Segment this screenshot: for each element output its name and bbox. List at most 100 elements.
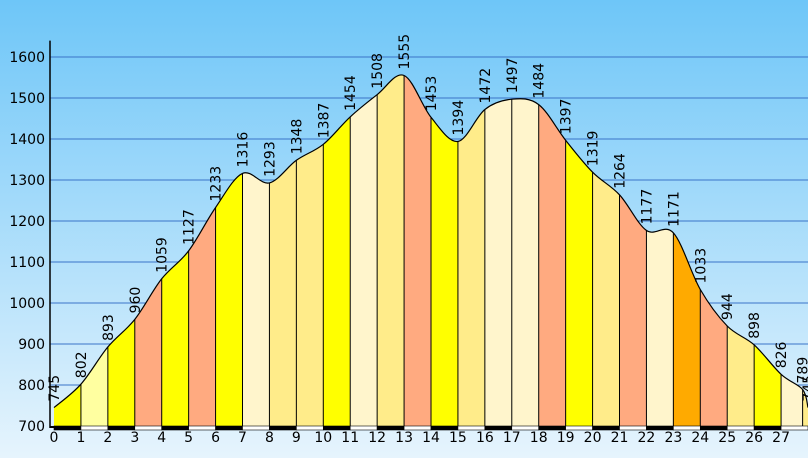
elevation-segment [619,194,647,426]
elevation-label: 745 [47,375,63,402]
elevation-segment [646,229,674,426]
elevation-segment [484,99,512,426]
x-tick-label: 11 [341,430,359,446]
elevation-segment [350,94,378,426]
elevation-segment [404,75,431,426]
elevation-segment [296,144,324,427]
elevation-label: 1233 [209,166,225,202]
x-tick-label: 6 [211,430,220,446]
y-tick-label: 700 [18,419,45,435]
elevation-segment [134,278,162,426]
y-tick-label: 800 [18,378,45,394]
elevation-segment [107,319,135,426]
x-tick-label: 7 [238,430,247,446]
elevation-label: 1177 [639,189,655,225]
elevation-label: 1059 [155,237,171,273]
x-tick-label: 24 [691,430,709,446]
x-tick-label: 4 [157,430,166,446]
x-tick-label: 8 [265,430,274,446]
elevation-label: 1033 [693,248,709,284]
elevation-segment [802,389,808,426]
elevation-label: 944 [720,293,736,320]
elevation-label: 1348 [289,119,305,155]
x-tick-label: 19 [557,430,575,446]
elevation-segment [323,116,351,427]
elevation-label: 745 [801,375,808,402]
elevation-label: 1171 [666,191,682,227]
elevation-segment [754,344,782,426]
elevation-label: 1316 [236,132,252,168]
x-tick-label: 13 [395,430,413,446]
elevation-segment [511,98,539,427]
elevation-segment [565,140,593,426]
elevation-label: 1484 [532,63,548,99]
x-tick-label: 15 [449,430,467,446]
elevation-label: 1319 [586,131,602,167]
segment-dividers [80,75,804,426]
x-tick-label: 3 [130,430,139,446]
elevation-segment [215,173,243,426]
elevation-label: 1472 [478,68,494,104]
x-tick-label: 25 [718,430,736,446]
x-tick-label: 10 [314,430,332,446]
elevation-segment [727,326,755,426]
elevation-segments [54,74,808,427]
x-tick-label: 1 [76,430,85,446]
elevation-labels: 745 802 893 960 1059 1127 1233 1316 1293 1348 1387… [47,34,808,402]
x-axis: 0 1 2 3 4 5 6 7 8 9 10 11 12 13 14 15 16 17 18 19 20 21 22 23 24… [50,430,790,446]
elevation-segment [80,346,108,426]
elevation-segment [673,232,701,426]
y-tick-label: 1000 [9,296,45,312]
elevation-segment [269,160,297,427]
elevation-label: 826 [774,341,790,368]
y-tick-label: 1200 [9,214,45,230]
y-axis: 700 800 900 1000 1100 1200 1300 1400 1500 1600 [9,40,51,435]
x-tick-label: 22 [638,430,656,446]
y-tick-label: 1600 [9,50,45,66]
x-tick-label: 0 [50,430,59,446]
x-tick-label: 17 [503,430,521,446]
y-tick-label: 1100 [9,255,45,271]
elevation-label: 1293 [262,141,278,177]
y-tick-label: 1300 [9,173,45,189]
y-tick-label: 1500 [9,91,45,107]
x-tick-label: 16 [476,430,494,446]
elevation-segment [54,384,81,426]
elevation-label: 893 [101,314,117,341]
elevation-label: 960 [128,287,144,314]
elevation-segment [538,104,566,426]
elevation-segment [161,250,189,426]
elevation-label: 1397 [559,99,575,135]
elevation-segment [431,117,458,427]
x-tick-label: 9 [292,430,301,446]
elevation-label: 1555 [397,34,413,70]
x-tick-label: 27 [772,430,790,446]
elevation-segment [188,207,216,426]
elevation-label: 802 [74,351,90,378]
y-tick-label: 1400 [9,132,45,148]
x-tick-label: 26 [745,430,763,446]
elevation-segment [700,289,728,426]
x-tick-label: 21 [611,430,629,446]
elevation-label: 1127 [182,209,198,245]
x-tick-label: 23 [664,430,682,446]
x-tick-label: 5 [184,430,193,446]
elevation-label: 1453 [424,76,440,112]
elevation-label: 1508 [370,53,386,89]
elevation-label: 1394 [451,100,467,136]
elevation-segment [457,109,485,426]
profile-line [53,74,808,409]
x-tick-label: 18 [530,430,548,446]
elevation-label: 1497 [505,58,521,94]
elevation-segment [377,74,405,426]
elevation-segment [242,172,270,426]
elevation-segment [592,172,620,426]
elevation-label: 898 [747,312,763,339]
elevation-label: 789 [796,357,808,384]
x-tick-label: 12 [368,430,386,446]
x-tick-label: 14 [422,430,440,446]
y-tick-label: 900 [18,337,45,353]
elevation-label: 1264 [613,153,629,189]
elevation-label: 1387 [316,103,332,139]
